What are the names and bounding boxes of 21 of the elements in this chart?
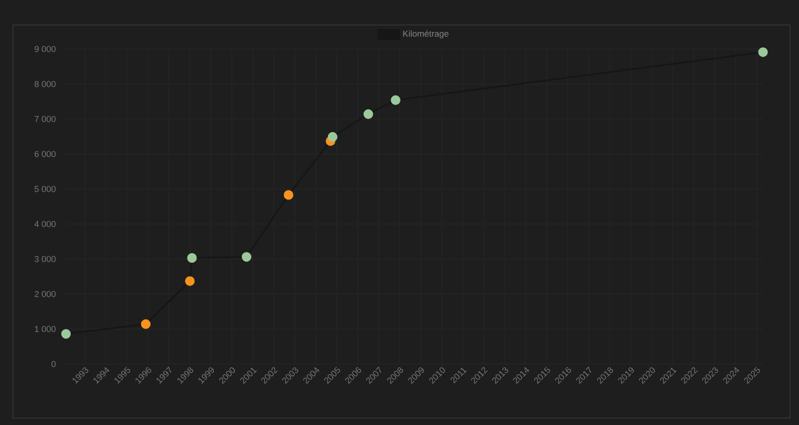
point bbox=[328, 132, 338, 142]
point bbox=[140, 319, 151, 329]
point bbox=[758, 47, 768, 57]
legend-label: Kilométrage bbox=[403, 30, 448, 38]
y-tick-label: 2 000 bbox=[34, 290, 56, 298]
y-tick-label: 3 000 bbox=[34, 256, 56, 262]
point bbox=[364, 109, 374, 119]
y-tick-label: 1 000 bbox=[34, 326, 56, 332]
y-tick-label: 6 000 bbox=[34, 150, 56, 158]
point bbox=[185, 276, 195, 286]
point bbox=[390, 95, 400, 105]
point bbox=[61, 329, 71, 339]
y-tick-label: 8 000 bbox=[34, 80, 56, 88]
y-tick-label: 4 000 bbox=[34, 220, 56, 228]
y-tick-label: 5 000 bbox=[34, 186, 56, 192]
point bbox=[187, 253, 197, 263]
y-tick-label: 0 bbox=[51, 360, 56, 368]
y-tick-label: 7 000 bbox=[34, 116, 56, 122]
point bbox=[242, 252, 252, 262]
y-tick-label: 9 000 bbox=[34, 46, 56, 52]
point bbox=[284, 190, 294, 200]
